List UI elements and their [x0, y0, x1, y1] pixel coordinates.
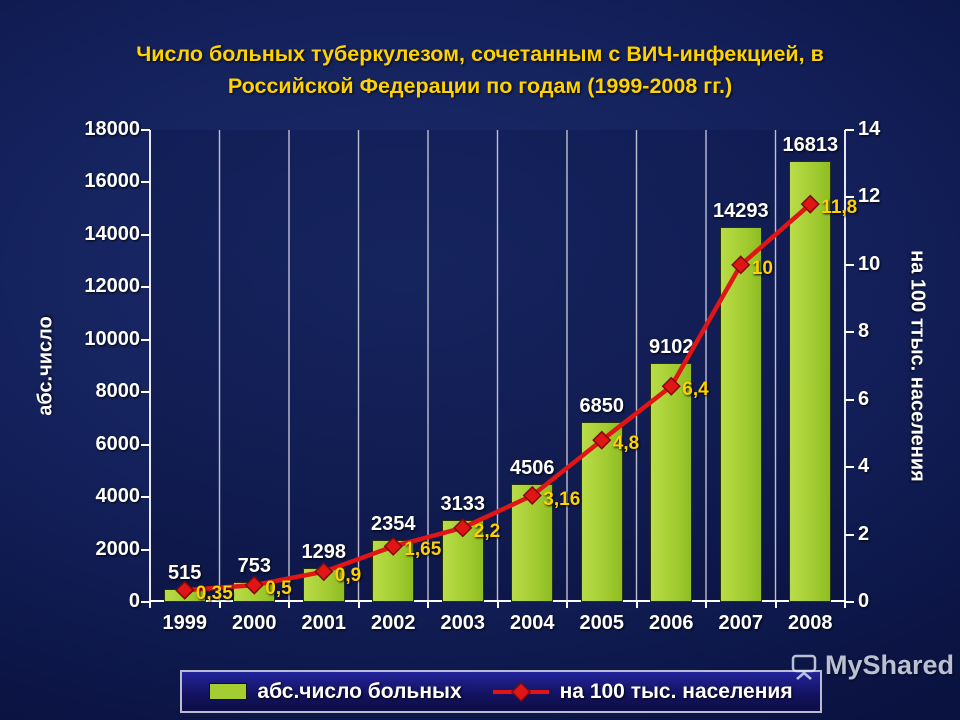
bar-series: 515 753 1298 2354 3133 4506 6850 9102 14293 16813: [150, 130, 845, 602]
left-tick-label: 2000: [95, 537, 141, 560]
left-tick-label: 14000: [84, 222, 140, 245]
right-tick-mark: [845, 196, 854, 199]
right-axis-tick-labels: 0 2 4 6 8 10 12 14: [858, 118, 918, 612]
right-tick-mark: [845, 263, 854, 266]
line-value-label: 0,5: [265, 578, 292, 600]
x-tick-mark: [705, 602, 707, 608]
x-tick-mark: [844, 602, 846, 608]
right-tick-mark: [845, 398, 854, 401]
left-tick-label: 8000: [95, 380, 141, 403]
left-axis-tick-labels: 0 2000 4000 6000 8000 10000 12000 14000 16000 180…: [36, 118, 141, 612]
x-tick-mark: [566, 602, 568, 608]
right-tick-mark: [845, 331, 854, 334]
bar: [650, 363, 693, 602]
left-tick-label: 4000: [95, 485, 141, 508]
line-value-label: 6,4: [682, 379, 709, 401]
bar-value-label: 1298: [301, 541, 347, 563]
bar-value-label: 515: [168, 561, 202, 584]
left-tick-label: 10000: [84, 327, 140, 350]
x-tick-mark: [288, 602, 290, 608]
right-tick-mark: [845, 129, 854, 131]
bar-value-label: 9102: [649, 336, 694, 359]
x-tick-mark: [149, 602, 151, 608]
x-tick-mark: [635, 602, 638, 608]
x-axis-labels: 1999 2000 2001 2002 2003 2004 2005 2006 2007 2008: [150, 612, 845, 640]
left-tick-mark: [141, 181, 150, 184]
left-tick-mark: [141, 443, 150, 446]
x-tick-label: 2001: [301, 612, 347, 634]
legend-bar-swatch: [209, 683, 248, 700]
bar-value-label: 2354: [371, 513, 416, 536]
line-value-label: 1,65: [404, 539, 442, 561]
bar-value-label: 6850: [579, 395, 625, 418]
x-tick-mark: [496, 602, 499, 608]
legend-item-line: на 100 тыс. населения: [492, 680, 793, 704]
x-tick-label: 2004: [510, 612, 555, 634]
legend-item-bars: абс.число больных: [209, 679, 462, 704]
left-tick-label: 16000: [84, 170, 140, 193]
line-value-label: 10: [751, 257, 773, 279]
legend-line-swatch: [492, 681, 549, 702]
left-tick-mark: [141, 601, 150, 603]
bar-value-label: 3133: [440, 492, 486, 515]
bar-value-label: 4506: [510, 456, 555, 479]
x-tick-label: 2008: [788, 612, 833, 634]
legend-line-label: на 100 тыс. населения: [559, 679, 793, 703]
right-tick-label: 4: [858, 455, 870, 478]
right-tick-label: 12: [858, 185, 881, 208]
left-tick-mark: [141, 233, 150, 236]
x-tick-label: 2002: [371, 612, 416, 634]
left-tick-label: 12000: [84, 275, 140, 298]
left-tick-mark: [141, 129, 150, 131]
line-value-label: 0,35: [195, 583, 233, 605]
bar-value-label: 753: [237, 555, 271, 578]
bar: [789, 161, 832, 602]
left-tick-mark: [141, 496, 150, 499]
left-tick-mark: [141, 338, 150, 341]
bar-value-label: 16813: [782, 134, 839, 157]
right-tick-label: 14: [858, 118, 881, 140]
line-series: [175, 194, 820, 600]
line-value-labels: 0,35 0,5 0,9 1,65 2,2 3,16 4,8 6,4 10 11,8: [150, 130, 857, 605]
legend: абс.число больных на 100 тыс. населения: [180, 670, 822, 713]
left-tick-mark: [141, 548, 150, 551]
left-tick-label: 18000: [84, 118, 140, 140]
x-tick-label: 2007: [718, 612, 764, 634]
line-value-label: 4,8: [612, 433, 640, 455]
right-tick-label: 2: [858, 522, 870, 545]
bar-value-label: 14293: [712, 200, 769, 223]
x-tick-label: 2003: [440, 612, 486, 634]
left-tick-mark: [141, 391, 150, 394]
x-tick-mark: [357, 602, 360, 608]
x-tick-mark: [218, 602, 221, 608]
line-value-label: 0,9: [334, 564, 362, 586]
right-tick-mark: [845, 601, 854, 603]
right-tick-mark: [845, 466, 854, 469]
line-value-label: 2,2: [473, 520, 501, 542]
legend-bar-label: абс.число больных: [257, 679, 462, 703]
right-tick-label: 6: [858, 387, 870, 410]
right-tick-mark: [845, 533, 854, 536]
left-tick-label: 6000: [95, 432, 141, 455]
x-tick-mark: [774, 602, 777, 608]
x-tick-label: 2006: [649, 612, 694, 634]
x-tick-label: 2000: [232, 612, 277, 634]
line-value-label: 3,16: [543, 488, 581, 510]
myshared-watermark: MyShared: [789, 650, 954, 681]
myshared-text: MyShared: [824, 650, 954, 680]
myshared-icon: [791, 654, 817, 680]
plot-area: 515 753 1298 2354 3133 4506 6850 9102 14293 16813…: [149, 130, 857, 605]
right-tick-label: 0: [858, 590, 870, 612]
x-tick-mark: [427, 602, 429, 608]
line-value-label: 11,8: [821, 197, 858, 219]
x-tick-label: 2005: [579, 612, 625, 634]
right-tick-label: 10: [858, 252, 881, 275]
right-tick-label: 8: [858, 320, 870, 343]
x-tick-label: 1999: [162, 612, 208, 634]
left-tick-mark: [141, 286, 150, 289]
left-tick-label: 0: [128, 590, 140, 612]
chart-title: Число больных туберкулезом, сочетанным с…: [136, 42, 824, 99]
